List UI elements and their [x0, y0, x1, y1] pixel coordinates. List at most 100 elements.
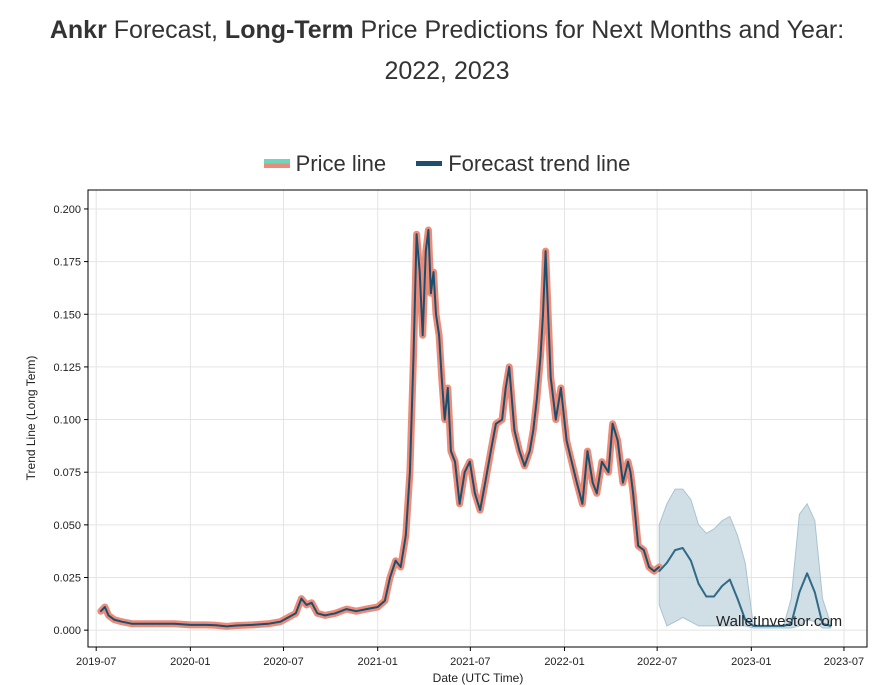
grid — [88, 190, 867, 647]
price-point — [251, 624, 254, 626]
price-point — [643, 549, 645, 551]
chart-title: Ankr Forecast, Long-Term Price Predictio… — [0, 10, 894, 92]
forecast-point — [829, 625, 832, 627]
price-point — [399, 566, 402, 568]
price-point — [365, 608, 368, 610]
x-tick-label: 2021-01 — [358, 656, 398, 668]
price-point — [458, 502, 461, 505]
price-point — [518, 450, 521, 452]
price-point — [409, 471, 411, 474]
price-point — [616, 439, 619, 442]
price-line — [100, 229, 660, 628]
price-point — [158, 623, 160, 625]
price-point — [99, 610, 102, 612]
forecast-point — [666, 561, 668, 564]
y-tick-label: 0.175 — [53, 257, 81, 269]
price-point — [131, 623, 134, 625]
plot-frame — [87, 189, 868, 648]
price-point — [389, 576, 391, 579]
y-tick-label: 0.125 — [53, 362, 81, 374]
price-point — [447, 387, 449, 389]
forecast-point — [768, 625, 771, 627]
forecast-point — [752, 625, 755, 627]
price-point — [189, 624, 192, 626]
price-point — [591, 481, 594, 484]
price-point — [104, 606, 106, 608]
price-point — [215, 624, 217, 627]
forecast-point — [690, 559, 692, 562]
y-tick-label: 0.200 — [53, 204, 81, 216]
price-point — [542, 313, 544, 316]
price-point — [295, 612, 297, 615]
legend-item-forecast: Forecast trend line — [416, 151, 630, 177]
x-tick-label: 2020-07 — [263, 656, 303, 668]
x-tick-label: 2019-07 — [76, 656, 116, 668]
price-point — [113, 618, 115, 621]
price-point — [565, 439, 568, 442]
price-point — [549, 376, 552, 379]
price-point — [173, 623, 176, 625]
price-point — [536, 397, 538, 400]
price-point — [443, 418, 446, 421]
price-point — [440, 376, 443, 379]
title-coin: Ankr — [49, 16, 107, 44]
price-point — [345, 608, 348, 610]
price-point — [287, 616, 289, 619]
price-point — [627, 460, 629, 463]
forecast-point — [736, 597, 739, 600]
price-point — [528, 450, 531, 452]
price-point — [415, 233, 418, 236]
watermark: WalletInvestor.com — [716, 613, 842, 630]
price-point — [575, 481, 578, 484]
price-point — [648, 566, 650, 568]
price-point — [581, 502, 584, 505]
x-tick-label: 2022-07 — [637, 656, 677, 668]
price-point — [418, 271, 421, 273]
price-point — [555, 418, 557, 421]
price-point — [629, 471, 632, 474]
forecast-point — [760, 625, 762, 627]
price-point — [508, 366, 511, 368]
price-point — [513, 429, 516, 431]
forecast-point — [713, 595, 715, 598]
forecast-band — [658, 488, 832, 629]
price-point — [570, 460, 573, 463]
price-point — [501, 418, 503, 421]
y-axis-ticks: 0.000 0.025 0.050 0.075 0.100 0.125 0.150 0.175… — [53, 204, 88, 637]
price-point — [469, 460, 471, 463]
price-point — [653, 570, 655, 572]
price-point — [495, 422, 497, 425]
forecast-point — [674, 549, 676, 551]
price-point — [300, 597, 303, 600]
price-point — [532, 429, 535, 431]
price-point — [376, 606, 379, 608]
price-chart: 2019-07 2020-01 2020-07 2021-01 2021-07 2022-… — [24, 189, 868, 685]
legend-swatch-forecast — [416, 160, 443, 166]
price-point — [474, 492, 476, 495]
price-point — [334, 612, 337, 615]
legend-swatch-price — [263, 158, 290, 168]
y-tick-label: 0.050 — [53, 520, 81, 532]
price-line-halo — [97, 226, 663, 630]
price-point — [425, 250, 427, 252]
forecast-point — [729, 578, 731, 581]
price-point — [504, 387, 507, 389]
price-point — [601, 460, 603, 463]
price-point — [490, 450, 492, 452]
price-point — [611, 422, 614, 425]
y-tick-label: 0.025 — [53, 573, 81, 585]
price-point — [394, 559, 397, 562]
forecast-point — [744, 618, 746, 621]
price-point — [142, 623, 145, 625]
forecast-point — [821, 623, 824, 625]
y-tick-label: 0.150 — [53, 309, 81, 321]
forecast-point — [813, 591, 816, 594]
price-point — [479, 509, 481, 511]
forecast-point — [790, 623, 793, 625]
price-point — [430, 292, 432, 294]
price-point — [405, 534, 407, 537]
y-axis-label: Trend Line (Long Term) — [24, 356, 38, 481]
forecast-point — [697, 583, 700, 585]
price-point — [435, 313, 437, 316]
price-point — [355, 610, 357, 612]
